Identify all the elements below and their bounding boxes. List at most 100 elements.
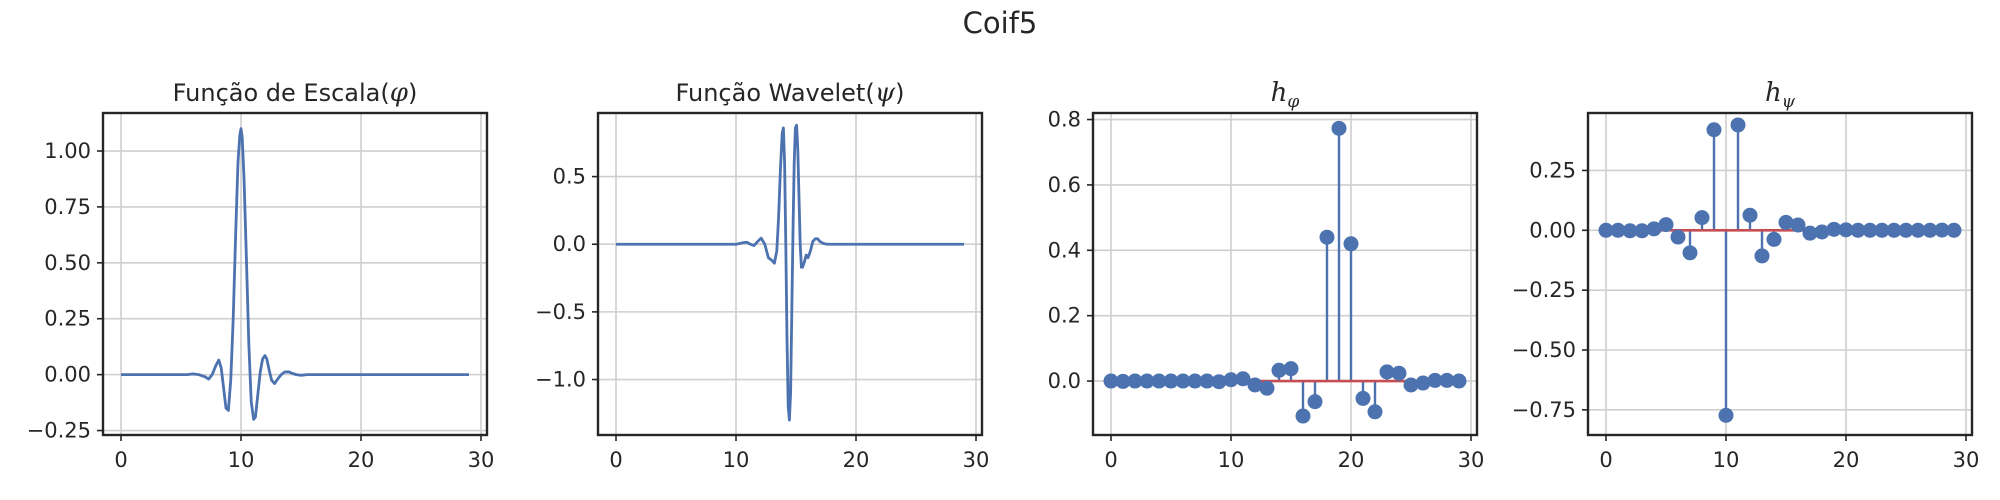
h_phi-marker-21 bbox=[1355, 390, 1371, 406]
h_psi-marker-26 bbox=[1910, 222, 1926, 238]
scaling-title-close: ) bbox=[408, 79, 417, 107]
h_psi-marker-2 bbox=[1622, 223, 1638, 239]
wavelet-title-close: ) bbox=[895, 79, 904, 107]
h_phi-axes-frame bbox=[1091, 111, 1479, 437]
h_psi-ytick-label-3: 0.00 bbox=[1529, 218, 1576, 242]
h_psi-marker-0 bbox=[1598, 222, 1614, 238]
h_phi-marker-29 bbox=[1451, 373, 1467, 389]
h_phi-xtick-label-2: 20 bbox=[1338, 448, 1365, 472]
h_psi-marker-8 bbox=[1694, 210, 1710, 226]
h_psi-ytick-label-2: −0.25 bbox=[1512, 278, 1576, 302]
h_phi-marker-12 bbox=[1247, 377, 1263, 393]
h_phi-marker-19 bbox=[1331, 120, 1347, 136]
wavelet-series-line-0 bbox=[616, 123, 964, 422]
scaling-ytick-label-0: −0.25 bbox=[27, 419, 91, 443]
wavelet-xtick-label-2: 20 bbox=[843, 448, 870, 472]
wavelet-xtick-label-1: 10 bbox=[723, 448, 750, 472]
scaling-title-symbol: φ bbox=[390, 78, 409, 108]
wavelet-panel: 0 10 20 30 −1.0 −0.5 0.0 0.5 Função Wavelet(ψ) bbox=[535, 78, 989, 472]
h_psi-marker-19 bbox=[1826, 221, 1842, 237]
figure-title: Coif5 bbox=[963, 6, 1038, 40]
h_psi-marker-11 bbox=[1730, 117, 1746, 133]
scaling-series-line-0 bbox=[121, 127, 469, 421]
h_phi-xtick-label-0: 0 bbox=[1104, 448, 1117, 472]
h_phi-plot-area bbox=[1103, 120, 1467, 424]
scaling-ytick-label-4: 0.75 bbox=[44, 195, 91, 219]
wavelet-title: Função Wavelet(ψ) bbox=[676, 78, 905, 108]
h_phi-marker-3 bbox=[1139, 373, 1155, 389]
h_phi-marker-10 bbox=[1223, 372, 1239, 388]
h_phi-marker-18 bbox=[1319, 229, 1335, 245]
h_phi-marker-4 bbox=[1151, 373, 1167, 389]
h_psi-marker-29 bbox=[1946, 222, 1962, 238]
h_phi-marker-28 bbox=[1439, 372, 1455, 388]
h_psi-marker-24 bbox=[1886, 222, 1902, 238]
h_phi-marker-11 bbox=[1235, 371, 1251, 387]
h_psi-xtick-label-3: 30 bbox=[1953, 448, 1980, 472]
scaling-xtick-label-0: 0 bbox=[114, 448, 127, 472]
h_phi-ytick-label-4: 0.8 bbox=[1048, 108, 1081, 132]
h_phi-marker-17 bbox=[1307, 394, 1323, 410]
h_phi-marker-25 bbox=[1403, 377, 1419, 393]
h_phi-ytick-label-1: 0.2 bbox=[1048, 304, 1081, 328]
h_psi-ytick-label-1: −0.50 bbox=[1512, 338, 1576, 362]
h_psi-marker-25 bbox=[1898, 222, 1914, 238]
h_phi-ytick-label-2: 0.4 bbox=[1048, 238, 1081, 262]
h_phi-marker-5 bbox=[1163, 373, 1179, 389]
wavelet-title-symbol: ψ bbox=[875, 78, 896, 108]
h_phi-marker-15 bbox=[1283, 361, 1299, 377]
scaling-xtick-label-1: 10 bbox=[228, 448, 255, 472]
h_psi-panel: 0 10 20 30 −0.75 −0.50 −0.25 0.00 0.25 hψ bbox=[1512, 78, 1980, 472]
h_psi-axes-frame bbox=[1586, 111, 1974, 437]
h_psi-marker-12 bbox=[1742, 207, 1758, 223]
h_psi-marker-16 bbox=[1790, 217, 1806, 233]
wavelet-ytick-label-1: −0.5 bbox=[535, 300, 586, 324]
h_psi-xtick-label-0: 0 bbox=[1599, 448, 1612, 472]
h_phi-marker-9 bbox=[1211, 374, 1227, 390]
h_phi-xtick-label-1: 10 bbox=[1218, 448, 1245, 472]
scaling-plot-area bbox=[121, 127, 469, 421]
h_psi-xtick-label-1: 10 bbox=[1713, 448, 1740, 472]
h_phi-marker-27 bbox=[1427, 372, 1443, 388]
wavelet-ytick-label-3: 0.5 bbox=[553, 165, 586, 189]
h_phi-marker-0 bbox=[1103, 373, 1119, 389]
h_psi-ytick-label-4: 0.25 bbox=[1529, 158, 1576, 182]
h_phi-xtick-label-3: 30 bbox=[1458, 448, 1485, 472]
wavelet-title-text: Função Wavelet( bbox=[676, 79, 875, 107]
wavelet-xtick-label-0: 0 bbox=[609, 448, 622, 472]
h_psi-marker-4 bbox=[1646, 221, 1662, 237]
h_phi-marker-7 bbox=[1187, 373, 1203, 389]
h_phi-marker-14 bbox=[1271, 362, 1287, 378]
scaling-xtick-label-2: 20 bbox=[348, 448, 375, 472]
h_phi-ytick-label-3: 0.6 bbox=[1048, 173, 1081, 197]
scaling-panel: 0 10 20 30 −0.25 0.00 0.25 0.50 0.75 1.00 Função d… bbox=[27, 78, 495, 472]
h_phi-marker-23 bbox=[1379, 364, 1395, 380]
scaling-title-text: Função de Escala( bbox=[173, 79, 390, 107]
h_psi-marker-6 bbox=[1670, 229, 1686, 245]
h_phi-panel: 0 10 20 30 0.0 0.2 0.4 0.6 0.8 hφ bbox=[1048, 78, 1485, 472]
h_psi-marker-18 bbox=[1814, 224, 1830, 240]
h_psi-marker-22 bbox=[1862, 222, 1878, 238]
scaling-title: Função de Escala(φ) bbox=[173, 78, 418, 108]
scaling-ytick-label-3: 0.50 bbox=[44, 251, 91, 275]
h_phi-marker-8 bbox=[1199, 373, 1215, 389]
h_phi-title-main: h bbox=[1271, 78, 1288, 108]
h_psi-xtick-label-2: 20 bbox=[1833, 448, 1860, 472]
wavelet-xtick-label-3: 30 bbox=[963, 448, 990, 472]
h_phi-marker-26 bbox=[1415, 375, 1431, 391]
h_phi-marker-16 bbox=[1295, 408, 1311, 424]
h_phi-marker-1 bbox=[1115, 373, 1131, 389]
h_psi-marker-23 bbox=[1874, 222, 1890, 238]
h_psi-marker-27 bbox=[1922, 222, 1938, 238]
h_psi-marker-5 bbox=[1658, 217, 1674, 233]
scaling-ytick-label-1: 0.00 bbox=[44, 363, 91, 387]
h_psi-title-main: h bbox=[1765, 78, 1782, 108]
h_psi-marker-21 bbox=[1850, 222, 1866, 238]
h_psi-plot-area bbox=[1598, 117, 1962, 423]
h_psi-marker-13 bbox=[1754, 248, 1770, 264]
scaling-ytick-label-2: 0.25 bbox=[44, 307, 91, 331]
h_phi-marker-2 bbox=[1127, 373, 1143, 389]
wavelet-ytick-label-0: −1.0 bbox=[535, 368, 586, 392]
